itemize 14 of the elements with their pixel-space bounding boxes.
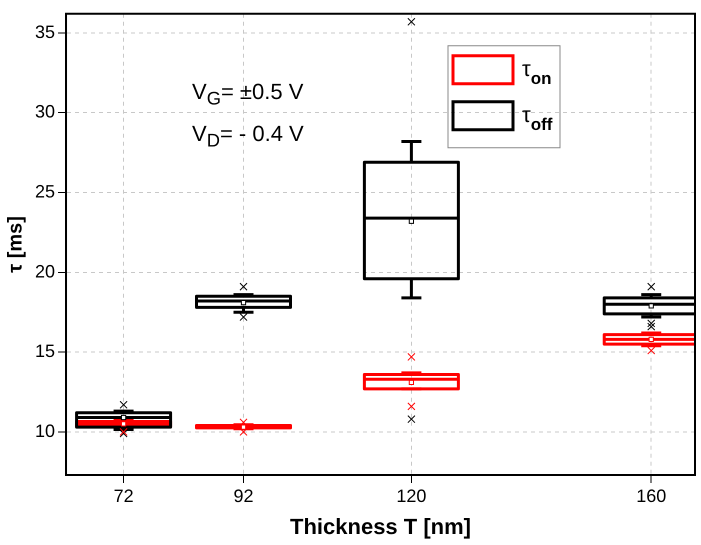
y-tick-label: 25 [34, 182, 56, 202]
annotation: V$_{G}$= ±0.5 V [192, 78, 304, 110]
y-tick-label: 20 [34, 261, 56, 282]
y-axis-title: τ [ms] [4, 216, 27, 273]
x-tick-label: 160 [636, 486, 666, 506]
y-tick-label: 10 [34, 420, 56, 441]
y-tick-label: 15 [34, 341, 56, 362]
x-tick-label: 72 [114, 486, 134, 506]
y-tick-label: 30 [34, 102, 56, 122]
y-tick-label: 35 [34, 22, 56, 42]
x-tick-label: 120 [396, 486, 426, 506]
annotation: V$_{D}$= - 0.4 V [192, 120, 304, 153]
x-tick-label: 92 [233, 486, 254, 506]
x-axis-title: Thickness T [nm] [290, 514, 471, 539]
